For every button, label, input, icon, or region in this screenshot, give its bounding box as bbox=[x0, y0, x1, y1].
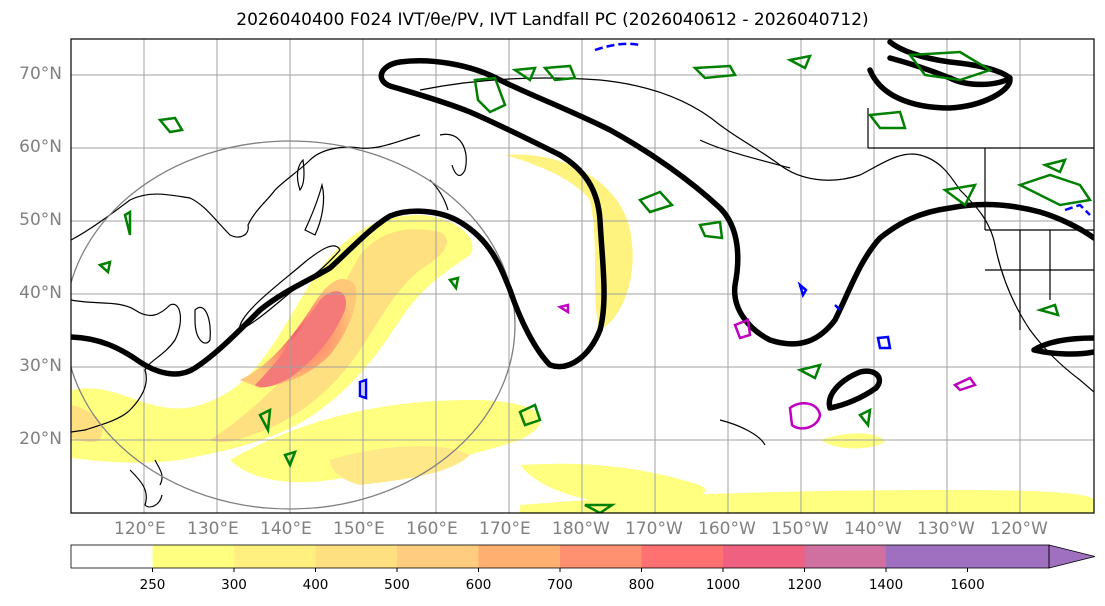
colorbar-segment bbox=[723, 545, 805, 568]
map-area[interactable] bbox=[65, 39, 1094, 513]
colorbar-tick-label: 250 bbox=[139, 577, 166, 593]
lon-label: 160°W bbox=[698, 519, 756, 539]
colorbar-segment bbox=[478, 545, 561, 568]
colorbar-tick-label: 600 bbox=[465, 577, 492, 593]
lon-label: 170°E bbox=[479, 519, 531, 539]
map-frame bbox=[70, 38, 1095, 514]
ivt-shading bbox=[72, 154, 1094, 513]
colorbar-tick-label: 700 bbox=[547, 577, 573, 593]
gridlines bbox=[71, 39, 1094, 513]
colorbar-segment bbox=[315, 545, 398, 568]
colorbar-segment bbox=[886, 545, 968, 568]
lon-label: 160°E bbox=[406, 519, 458, 539]
colorbar-segment bbox=[641, 545, 724, 568]
lat-label: 50°N bbox=[19, 210, 62, 230]
lon-label: 140°W bbox=[844, 519, 902, 539]
lon-label: 130°W bbox=[917, 519, 975, 539]
lat-label: 70°N bbox=[19, 64, 62, 84]
colorbar-tick-label: 1600 bbox=[950, 577, 985, 593]
lat-label: 30°N bbox=[19, 356, 62, 376]
theta-e-contours bbox=[97, 42, 1093, 513]
colorbar-segment bbox=[560, 545, 642, 568]
colorbar-tick-label: 1400 bbox=[868, 577, 904, 593]
colorbar-tick-label: 300 bbox=[221, 577, 247, 593]
colorbar bbox=[70, 544, 1096, 572]
lon-label: 120°W bbox=[990, 519, 1048, 539]
colorbar-tick-label: 500 bbox=[384, 577, 410, 593]
colorbar-tick-label: 800 bbox=[628, 577, 655, 593]
lon-label: 150°E bbox=[333, 519, 385, 539]
lon-label: 170°W bbox=[625, 519, 683, 539]
lon-label: 150°W bbox=[771, 519, 829, 539]
map-title: 2026040400 F024 IVT/θe/PV, IVT Landfall … bbox=[236, 10, 869, 30]
colorbar-segment bbox=[967, 545, 1050, 568]
colorbar-tick-label: 400 bbox=[302, 577, 329, 593]
lat-label: 60°N bbox=[19, 137, 62, 157]
lon-label: 180°W bbox=[552, 519, 610, 539]
colorbar-segment bbox=[397, 545, 479, 568]
lon-label: 120°E bbox=[114, 519, 166, 539]
colorbar-tick-label: 1200 bbox=[787, 577, 822, 593]
pv-contours bbox=[71, 39, 1094, 411]
colorbar-segment bbox=[71, 545, 153, 568]
colorbar-extend-arrow bbox=[1048, 544, 1096, 569]
range-circle bbox=[71, 140, 516, 510]
lat-label: 40°N bbox=[19, 283, 62, 303]
colorbar-tick-label: 1000 bbox=[705, 577, 741, 593]
colorbar-segment bbox=[804, 545, 887, 568]
lon-label: 130°E bbox=[187, 519, 239, 539]
colorbar-segment bbox=[152, 545, 235, 568]
lon-label: 140°E bbox=[260, 519, 312, 539]
lat-label: 20°N bbox=[19, 429, 62, 449]
colorbar-segment bbox=[234, 545, 316, 568]
